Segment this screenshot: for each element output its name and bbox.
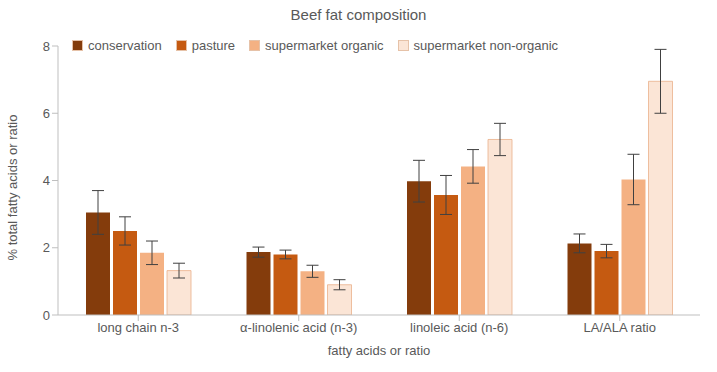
svg-text:8: 8	[43, 39, 50, 54]
html-text:conservation: conservation	[88, 38, 162, 53]
svg-text:6: 6	[43, 106, 50, 121]
svg-text:linoleic acid (n-6): linoleic acid (n-6)	[410, 320, 508, 335]
svg-text:2: 2	[43, 240, 50, 255]
html-text:Beef fat composition: Beef fat composition	[290, 6, 427, 23]
html-text:pasture: pasture	[191, 38, 236, 53]
html-text:supermarket non-organic: supermarket non-organic	[413, 38, 559, 53]
svg-text:α-linolenic acid (n-3): α-linolenic acid (n-3)	[240, 320, 357, 335]
svg-text:LA/ALA ratio: LA/ALA ratio	[584, 320, 656, 335]
svg-text:% total fatty acids or ratio: % total fatty acids or ratio	[8, 115, 20, 261]
html-text:supermarket organic: supermarket organic	[265, 38, 384, 53]
svg-text:4: 4	[43, 173, 50, 188]
svg-text:long chain n-3: long chain n-3	[97, 320, 179, 335]
svg-text:fatty acids or ratio: fatty acids or ratio	[328, 343, 431, 358]
svg-text:0: 0	[43, 308, 50, 323]
